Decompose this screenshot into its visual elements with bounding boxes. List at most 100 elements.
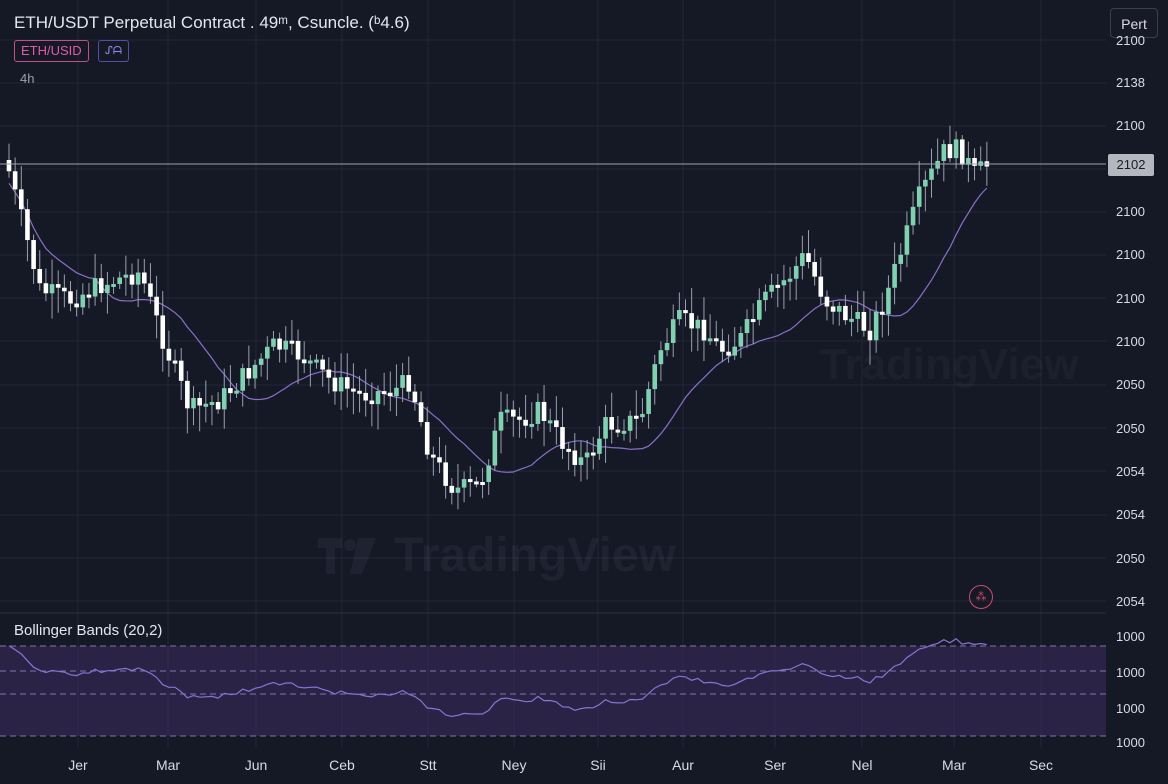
candle-up — [873, 311, 879, 341]
candle-down — [424, 422, 430, 455]
candle-up — [394, 387, 399, 397]
candle-down — [295, 340, 301, 360]
candle-down — [148, 283, 153, 297]
candle-up — [375, 391, 381, 405]
candle-down — [98, 278, 104, 294]
candle-down — [37, 268, 43, 284]
price-tick: 2100 — [1116, 291, 1145, 306]
price-tick: 2054 — [1116, 507, 1145, 522]
candle-up — [935, 160, 940, 169]
indicator-tick: 1000 — [1116, 701, 1145, 716]
candle-down — [689, 313, 694, 329]
candle-down — [517, 416, 522, 420]
candle-down — [31, 240, 36, 269]
candle-down — [178, 360, 184, 381]
candle-up — [627, 415, 633, 431]
candle-down — [326, 369, 332, 378]
candle-up — [455, 487, 461, 493]
candle-up — [314, 359, 319, 363]
candle-up — [621, 430, 627, 434]
candle-up — [123, 274, 129, 278]
candle-up — [916, 186, 922, 207]
candle-up — [492, 430, 498, 466]
candle-up — [670, 319, 676, 343]
candle-down — [443, 462, 448, 486]
candle-down — [246, 368, 252, 379]
time-tick: Ser — [764, 757, 786, 773]
candle-up — [584, 452, 590, 458]
candle-down — [357, 390, 362, 394]
candle-down — [351, 388, 356, 392]
candle-down — [406, 375, 412, 392]
candle-up — [252, 364, 258, 379]
time-tick: Aur — [672, 757, 694, 773]
symbol-pill[interactable]: ETH/USID — [14, 40, 89, 62]
candle-down — [560, 427, 565, 449]
candle-down — [713, 338, 719, 342]
candle-up — [800, 253, 805, 266]
candle-up — [640, 413, 645, 418]
candle-down — [289, 340, 295, 344]
candle-down — [541, 401, 547, 422]
time-tick: Stt — [419, 757, 437, 773]
top-right-button[interactable]: Pert — [1110, 8, 1158, 38]
indicator-pill[interactable]: ᔑᗩ — [98, 40, 129, 62]
candle-up — [855, 311, 860, 319]
candle-up — [80, 294, 86, 308]
price-tick: 2100 — [1116, 334, 1145, 349]
candle-down — [6, 160, 12, 172]
candle-down — [947, 144, 953, 159]
candle-down — [12, 171, 18, 190]
candle-up — [732, 346, 737, 356]
indicator-title[interactable]: Bollinger Bands (20,2) — [14, 622, 163, 639]
price-tick: 2050 — [1116, 551, 1145, 566]
candle-up — [92, 278, 98, 297]
candle-up — [646, 389, 651, 414]
candle-down — [215, 402, 221, 410]
bollinger-band-area — [0, 645, 1106, 737]
candle-up — [603, 417, 608, 439]
candle-up — [677, 310, 682, 320]
candle-up — [904, 225, 910, 255]
candle-down — [320, 359, 325, 370]
candle-down — [609, 417, 614, 430]
candle-down — [867, 330, 873, 341]
bollinger-line-path — [8, 637, 987, 718]
candle-up — [535, 401, 541, 424]
candle-down — [43, 283, 49, 294]
time-tick: Nel — [851, 757, 873, 773]
candle-down — [277, 338, 282, 350]
candle-down — [720, 340, 725, 352]
time-tick: Mar — [941, 757, 967, 773]
candle-down — [68, 291, 73, 304]
price-tick: 2100 — [1116, 33, 1145, 48]
candle-down — [418, 402, 424, 423]
candle-up — [203, 403, 209, 407]
candle-up — [578, 457, 584, 465]
time-tick: Sii — [590, 757, 606, 773]
candle-down — [74, 303, 79, 308]
candle-down — [566, 448, 571, 452]
candle-down — [19, 189, 24, 210]
candle-up — [738, 333, 744, 347]
candle-up — [529, 423, 535, 427]
candle-down — [750, 319, 756, 323]
candle-up — [781, 280, 787, 286]
candle-down — [449, 485, 455, 493]
candle-down — [572, 450, 578, 465]
band-fill — [0, 646, 1106, 736]
candle-down — [959, 139, 965, 165]
time-tick: Sec — [1028, 757, 1054, 773]
alert-icon[interactable]: ⁂ — [969, 585, 993, 609]
timeframe-label[interactable]: 4h — [20, 71, 35, 86]
candle-up — [49, 284, 55, 294]
candle-up — [664, 342, 670, 351]
watermark-secondary: TradingView — [820, 340, 1079, 389]
candle-down — [369, 400, 375, 405]
candle-up — [400, 375, 405, 388]
price-tick: 2050 — [1116, 421, 1145, 436]
candle-up — [652, 364, 658, 390]
candle-down — [185, 380, 190, 409]
